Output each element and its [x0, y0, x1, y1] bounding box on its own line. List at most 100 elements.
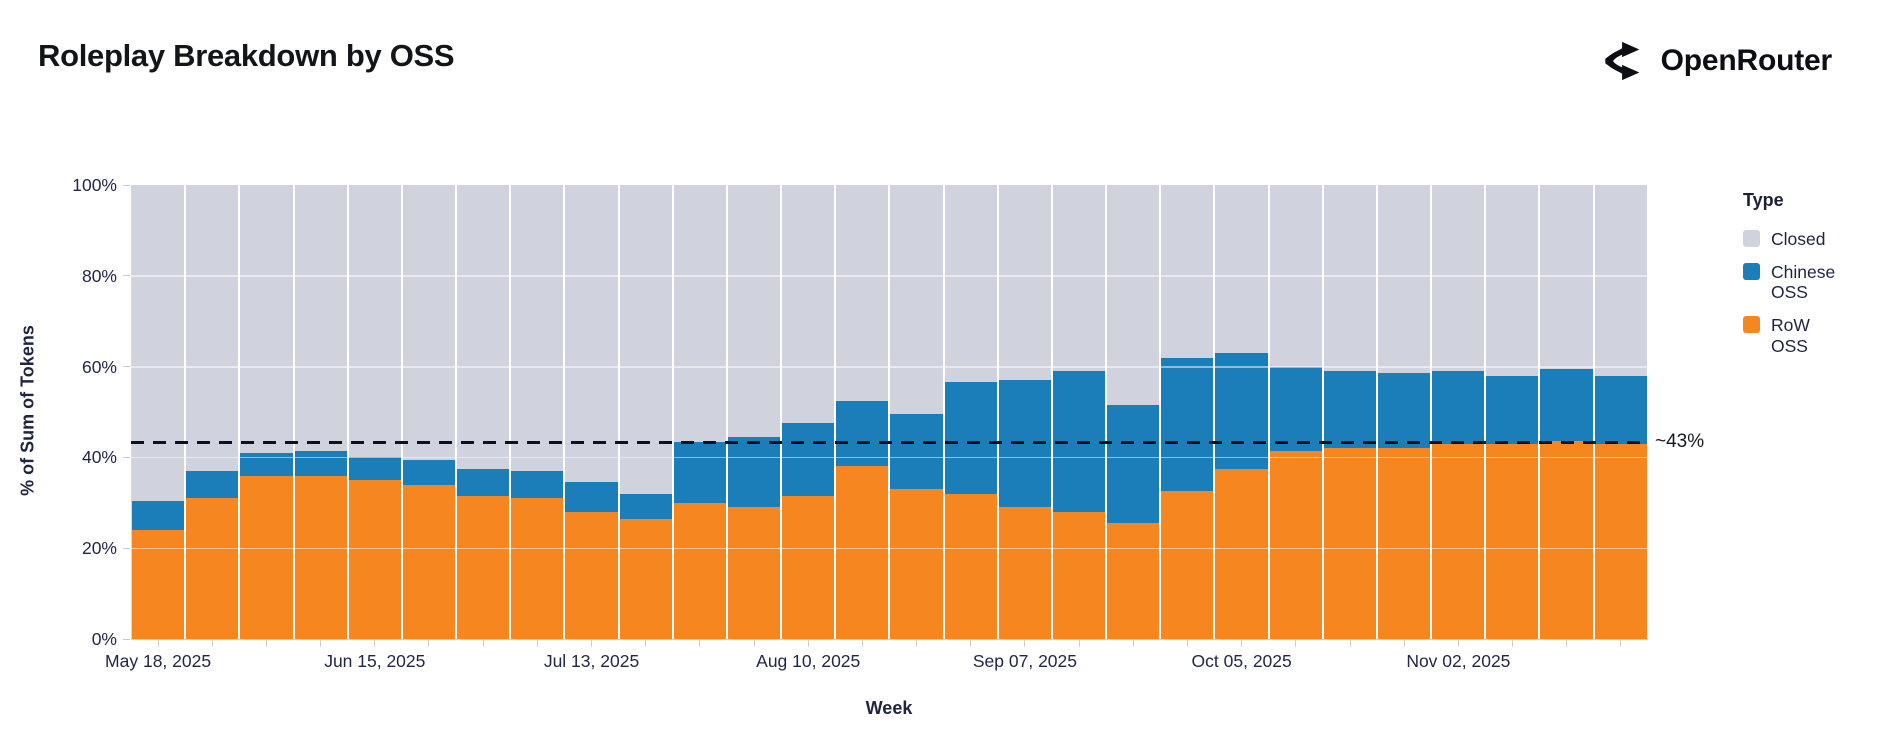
- stacked-bar[interactable]: [1107, 185, 1160, 639]
- segment-closed[interactable]: [782, 185, 835, 424]
- stacked-bar[interactable]: [1377, 185, 1431, 639]
- stacked-bar[interactable]: [727, 185, 781, 639]
- segment-row-oss[interactable]: [1486, 443, 1539, 639]
- segment-closed[interactable]: [1161, 185, 1214, 358]
- segment-chinese-oss[interactable]: [782, 423, 835, 496]
- segment-chinese-oss[interactable]: [1215, 352, 1268, 469]
- segment-row-oss[interactable]: [186, 498, 239, 639]
- stacked-bar[interactable]: [944, 185, 997, 639]
- stacked-bar[interactable]: [511, 185, 564, 639]
- segment-closed[interactable]: [348, 185, 401, 458]
- segment-chinese-oss[interactable]: [727, 436, 781, 508]
- segment-row-oss[interactable]: [402, 484, 456, 639]
- stacked-bar[interactable]: [1432, 185, 1485, 639]
- segment-chinese-oss[interactable]: [240, 452, 293, 476]
- segment-chinese-oss[interactable]: [186, 471, 239, 499]
- segment-closed[interactable]: [1323, 185, 1376, 372]
- segment-row-oss[interactable]: [1594, 443, 1647, 639]
- stacked-bar[interactable]: [348, 185, 401, 639]
- segment-row-oss[interactable]: [1107, 523, 1160, 639]
- segment-closed[interactable]: [457, 185, 510, 469]
- segment-row-oss[interactable]: [1540, 441, 1593, 639]
- segment-row-oss[interactable]: [1269, 450, 1322, 639]
- segment-chinese-oss[interactable]: [1107, 405, 1160, 524]
- stacked-bar[interactable]: [240, 185, 293, 639]
- stacked-bar[interactable]: [782, 185, 835, 639]
- segment-row-oss[interactable]: [619, 518, 672, 639]
- segment-chinese-oss[interactable]: [1540, 368, 1593, 442]
- segment-closed[interactable]: [1594, 185, 1647, 376]
- segment-row-oss[interactable]: [1215, 468, 1268, 639]
- stacked-bar[interactable]: [619, 185, 672, 639]
- segment-row-oss[interactable]: [727, 507, 781, 639]
- segment-closed[interactable]: [944, 185, 997, 383]
- legend-entry[interactable]: RoW OSS: [1743, 315, 1863, 356]
- segment-chinese-oss[interactable]: [457, 468, 510, 496]
- segment-chinese-oss[interactable]: [1594, 375, 1647, 444]
- segment-row-oss[interactable]: [457, 495, 510, 639]
- segment-closed[interactable]: [727, 185, 781, 437]
- segment-chinese-oss[interactable]: [619, 493, 672, 519]
- segment-closed[interactable]: [1486, 185, 1539, 376]
- stacked-bar[interactable]: [1215, 185, 1268, 639]
- stacked-bar[interactable]: [402, 185, 456, 639]
- stacked-bar[interactable]: [1323, 185, 1376, 639]
- segment-row-oss[interactable]: [1432, 443, 1485, 639]
- segment-closed[interactable]: [565, 185, 618, 483]
- legend-entry[interactable]: Closed: [1743, 229, 1863, 249]
- segment-row-oss[interactable]: [1323, 448, 1376, 639]
- segment-row-oss[interactable]: [565, 511, 618, 639]
- segment-chinese-oss[interactable]: [511, 471, 564, 499]
- segment-row-oss[interactable]: [1161, 491, 1214, 639]
- segment-closed[interactable]: [619, 185, 672, 494]
- stacked-bar[interactable]: [132, 185, 185, 639]
- segment-chinese-oss[interactable]: [673, 441, 726, 503]
- segment-chinese-oss[interactable]: [132, 500, 185, 531]
- segment-closed[interactable]: [836, 185, 889, 401]
- segment-chinese-oss[interactable]: [890, 414, 943, 490]
- segment-closed[interactable]: [890, 185, 943, 415]
- segment-chinese-oss[interactable]: [944, 382, 997, 494]
- stacked-bar[interactable]: [294, 185, 347, 639]
- stacked-bar[interactable]: [836, 185, 889, 639]
- segment-row-oss[interactable]: [782, 495, 835, 639]
- segment-closed[interactable]: [186, 185, 239, 472]
- segment-chinese-oss[interactable]: [294, 450, 347, 476]
- segment-closed[interactable]: [1377, 185, 1431, 374]
- segment-chinese-oss[interactable]: [1432, 371, 1485, 444]
- segment-row-oss[interactable]: [294, 475, 347, 639]
- segment-closed[interactable]: [511, 185, 564, 472]
- stacked-bar[interactable]: [1486, 185, 1539, 639]
- segment-closed[interactable]: [240, 185, 293, 453]
- stacked-bar[interactable]: [1161, 185, 1214, 639]
- segment-row-oss[interactable]: [348, 480, 401, 639]
- segment-chinese-oss[interactable]: [1269, 366, 1322, 451]
- segment-chinese-oss[interactable]: [402, 459, 456, 485]
- segment-row-oss[interactable]: [673, 502, 726, 639]
- stacked-bar[interactable]: [890, 185, 943, 639]
- stacked-bar[interactable]: [1594, 185, 1647, 639]
- segment-row-oss[interactable]: [240, 475, 293, 639]
- brand-logo[interactable]: OpenRouter: [1601, 38, 1832, 84]
- stacked-bar[interactable]: [1540, 185, 1593, 639]
- segment-closed[interactable]: [1052, 185, 1106, 372]
- segment-row-oss[interactable]: [890, 489, 943, 639]
- stacked-bar[interactable]: [186, 185, 239, 639]
- segment-chinese-oss[interactable]: [348, 457, 401, 481]
- segment-closed[interactable]: [1107, 185, 1160, 406]
- segment-closed[interactable]: [1540, 185, 1593, 369]
- segment-chinese-oss[interactable]: [1323, 371, 1376, 449]
- segment-row-oss[interactable]: [836, 466, 889, 639]
- segment-closed[interactable]: [132, 185, 185, 501]
- segment-closed[interactable]: [294, 185, 347, 451]
- stacked-bar[interactable]: [1269, 185, 1322, 639]
- segment-chinese-oss[interactable]: [836, 400, 889, 467]
- segment-chinese-oss[interactable]: [1161, 357, 1214, 492]
- segment-closed[interactable]: [402, 185, 456, 460]
- segment-closed[interactable]: [1215, 185, 1268, 353]
- legend-entry[interactable]: Chinese OSS: [1743, 262, 1863, 302]
- stacked-bar[interactable]: [998, 185, 1051, 639]
- segment-row-oss[interactable]: [132, 530, 185, 639]
- stacked-bar[interactable]: [457, 185, 510, 639]
- segment-row-oss[interactable]: [1052, 511, 1106, 639]
